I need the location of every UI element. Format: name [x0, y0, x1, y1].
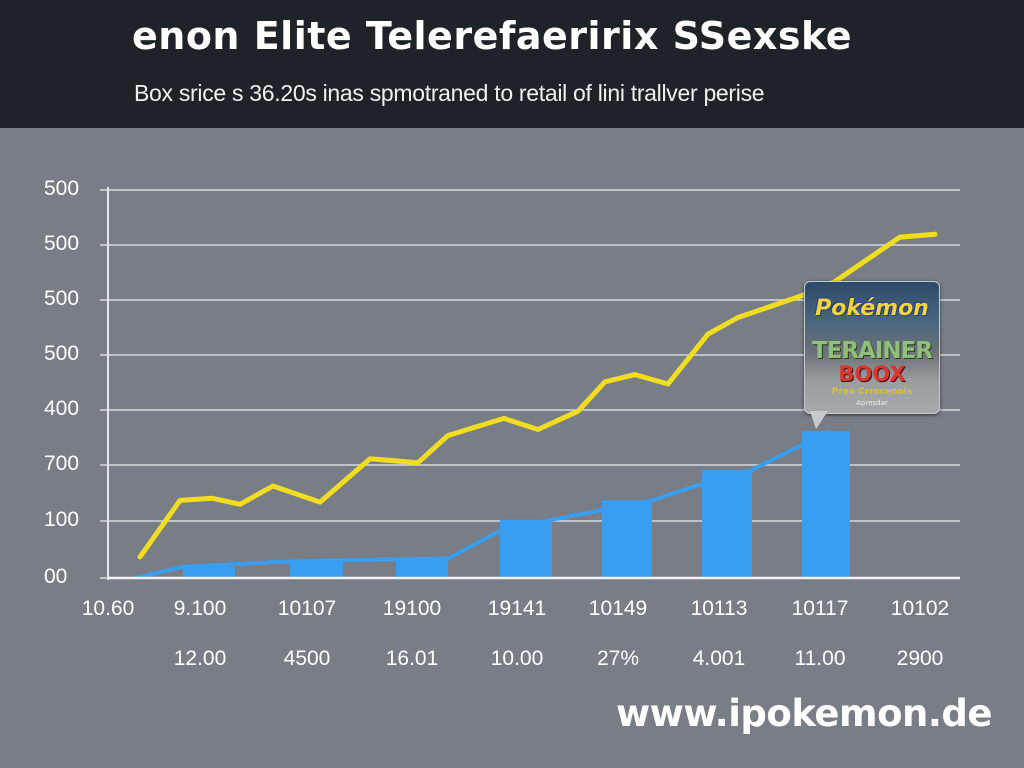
x-tick-label: 10.00	[490, 647, 544, 670]
x-tick-label: 16.01	[385, 647, 439, 670]
bar	[702, 469, 752, 578]
bar-series	[183, 431, 850, 578]
y-tick-label: 500	[44, 287, 80, 310]
chart-header: enon Elite Telerefaeririx SSexske Box sr…	[0, 0, 1024, 128]
y-tick-label: 700	[44, 452, 80, 475]
boxart-subtitle: Prea Crrocenois	[831, 387, 913, 397]
pokemon-trainer-box-image: Pokémon TERAINER BOOX Prea Crrocenois Ap…	[804, 281, 940, 414]
bar	[183, 566, 235, 578]
x-tick-label: 10117	[791, 597, 849, 620]
x-tick-label: 10149	[588, 597, 648, 620]
x-tick-label: 10113	[690, 597, 748, 620]
chart-area	[0, 128, 1024, 768]
x-tick-label: 2900	[896, 647, 944, 670]
y-tick-label: 500	[44, 177, 80, 200]
x-tick-label: 12.00	[173, 647, 227, 670]
x-tick-label: 10107	[277, 597, 337, 620]
chart-title: enon Elite Telerefaeririx SSexske	[132, 14, 853, 58]
y-tick-label: 500	[44, 232, 80, 255]
x-tick-label: 19141	[487, 597, 547, 620]
blue-trend-line	[134, 429, 831, 580]
x-tick-label: 10.60	[81, 597, 135, 620]
chart-subtitle: Box srice s 36.20s inas spmotraned to re…	[134, 80, 765, 106]
boxart-pokemon-logo: Pokémon	[815, 296, 929, 321]
y-tick-label: 00	[44, 565, 68, 588]
boxart-caption: Apresdar	[856, 399, 888, 407]
y-tick-label: 100	[44, 508, 80, 531]
x-tick-label: 9.100	[173, 597, 227, 620]
y-tick-label: 400	[44, 397, 80, 420]
bar	[396, 558, 448, 578]
x-tick-label: 4.001	[692, 647, 746, 670]
x-tick-label: 11.00	[794, 647, 846, 670]
bar	[290, 561, 343, 578]
bar	[602, 500, 652, 578]
boxart-box-line: BOOX	[838, 362, 906, 386]
yellow-price-line	[137, 231, 938, 560]
watermark-url: www.ipokemon.de	[616, 692, 992, 735]
x-tick-label: 19100	[382, 597, 442, 620]
y-tick-label: 500	[44, 342, 80, 365]
callout-pointer-icon	[810, 411, 828, 429]
x-tick-label: 10102	[890, 597, 950, 620]
boxart-title-line: TERAINER	[811, 338, 933, 364]
bar	[802, 431, 850, 578]
x-tick-label: 4500	[283, 647, 331, 670]
x-tick-label: 27%	[596, 647, 640, 670]
